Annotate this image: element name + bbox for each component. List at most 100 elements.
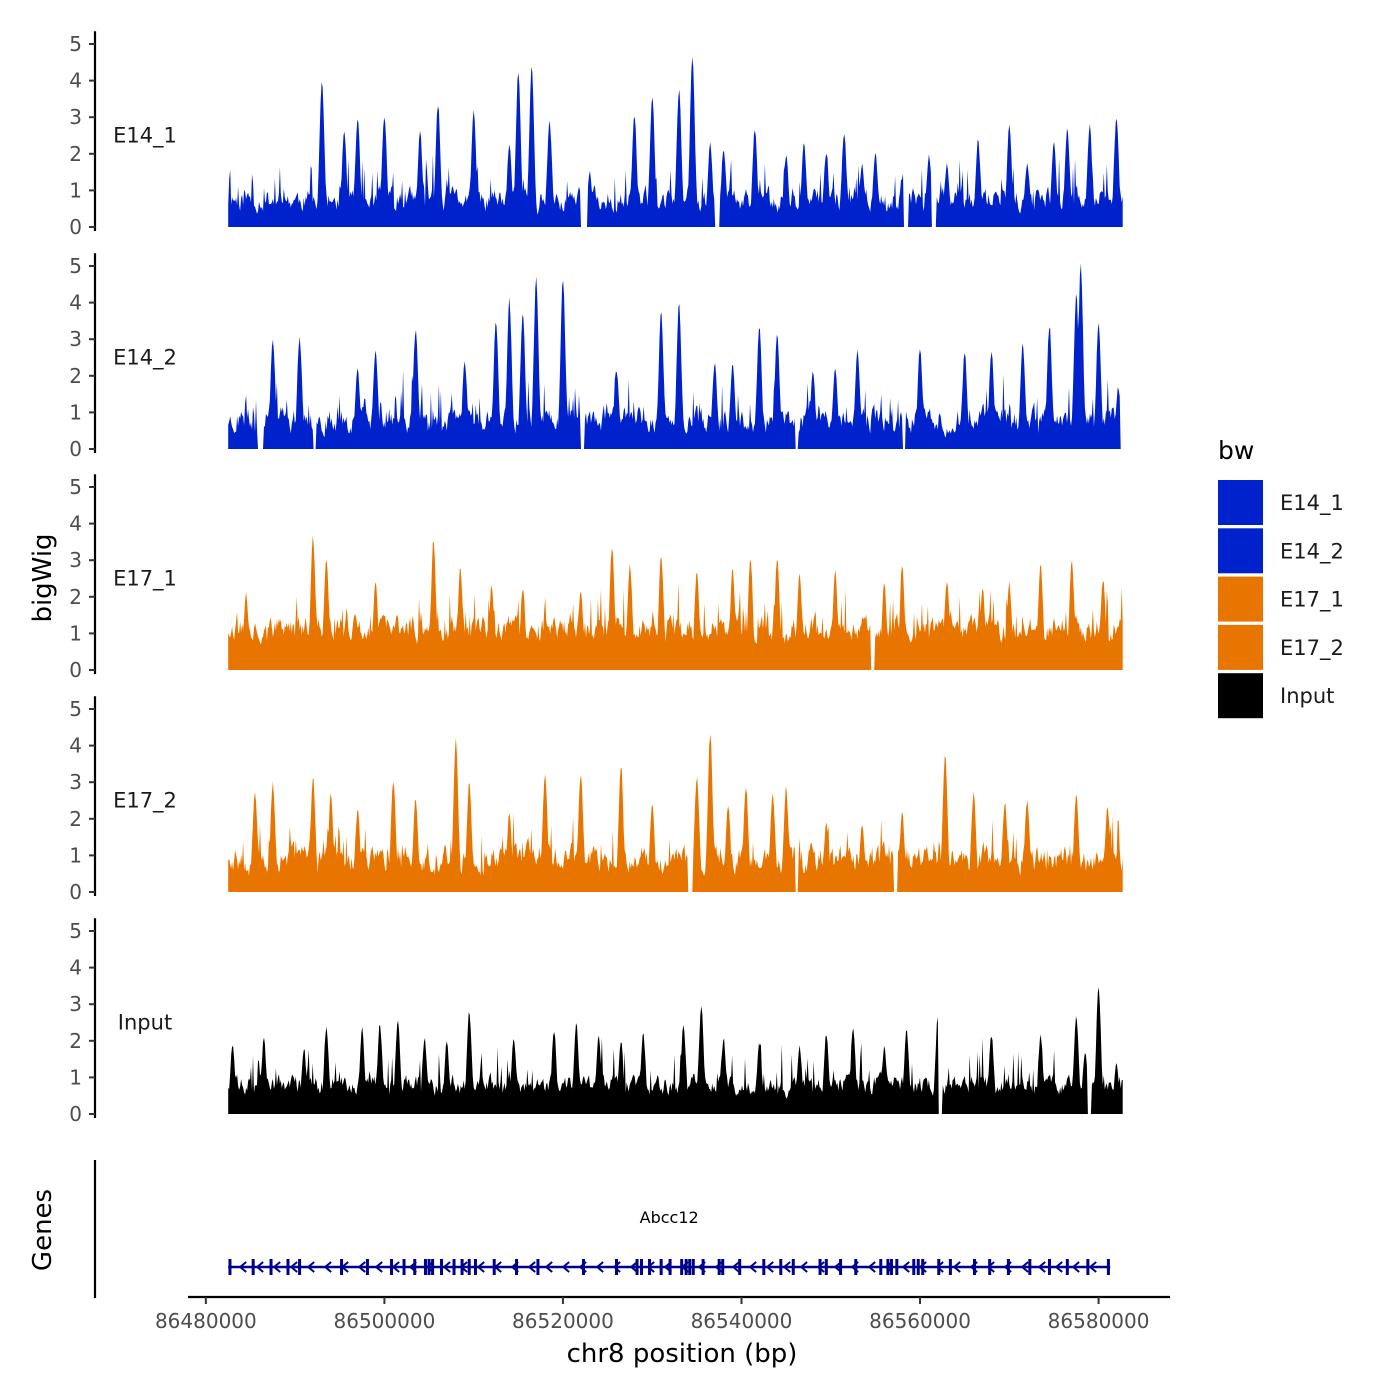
track-y-tick-label: 5 [69,697,82,721]
gene-strand-arrow [782,1261,791,1273]
track-y-tick-label: 1 [69,621,82,645]
track-y-tick-label: 0 [69,1102,82,1126]
track-y-tick-label: 2 [69,585,82,609]
gene-exon [1006,1259,1010,1275]
gene-exon [492,1259,496,1275]
gene-exon [916,1259,920,1275]
x-axis: 86480000 86500000 86520000 86540000 86560000… [155,1295,1170,1333]
gene-exon [668,1259,672,1275]
track-area-E17_2 [228,734,1123,892]
track-y-tick-label: 4 [69,69,82,93]
gene-strand-arrow [442,1261,451,1273]
track-label-Input: Input [118,1011,172,1035]
track-y-tick-label: 1 [69,178,82,202]
gene-exon [680,1259,684,1275]
gene-exon [691,1259,695,1275]
gene-exon [717,1259,721,1275]
gene-exon [431,1259,435,1275]
gene-strand-arrow [1020,1261,1029,1273]
track-y-tick-label: 2 [69,807,82,831]
track-y-tick-label: 0 [69,437,82,461]
gene-exon [473,1259,477,1275]
gene-exon [1028,1259,1032,1275]
gene-exon [818,1259,822,1275]
gene-strand-arrow [731,1261,740,1273]
gene-strand-arrow [1037,1261,1046,1273]
x-tick-label: 86500000 [334,1309,436,1333]
gene-strand-arrow [901,1261,910,1273]
gene-exon [948,1259,952,1275]
gene-exon [390,1259,394,1275]
gene-strand-arrow [272,1261,281,1273]
track-Input: 0 1 2 3 4 5 Input [69,918,1123,1126]
gene-strand-arrow [799,1261,808,1273]
gene-exon [839,1259,843,1275]
gene-strand-arrow [289,1261,298,1273]
track-y-tick-label: 3 [69,548,82,572]
track-y-tick-label: 3 [69,770,82,794]
gene-exon [762,1259,766,1275]
gene-exon [635,1259,639,1275]
gene-exon [659,1259,663,1275]
gene-exon [648,1259,652,1275]
gene-strand-arrow [935,1261,944,1273]
gene-exon [879,1259,883,1275]
x-tick-label: 86480000 [155,1309,257,1333]
track-y-tick-label: 1 [69,1065,82,1089]
legend-swatch-E17_2 [1218,624,1263,670]
gene-strand-arrow [561,1261,570,1273]
x-axis-title: chr8 position (bp) [567,1339,798,1369]
legend-swatch-E14_1 [1218,480,1263,525]
track-area-E14_1 [228,56,1123,227]
gene-exon [791,1259,795,1275]
track-y-tick-label: 3 [69,327,82,351]
track-y-tick-label: 3 [69,105,82,129]
gene-exon [452,1259,456,1275]
track-area-E14_2 [228,263,1123,449]
track-y-tick-label: 1 [69,843,82,867]
track-y-tick-label: 2 [69,364,82,388]
gene-exon [921,1259,925,1275]
track-label-E14_2: E14_2 [113,346,177,371]
track-y-tick-label: 0 [69,880,82,904]
track-y-tick-label: 5 [69,919,82,943]
x-tick-label: 86540000 [691,1309,793,1333]
legend-title: bw [1218,436,1254,465]
gene-exon [269,1259,273,1275]
gene-exon [1086,1259,1090,1275]
legend-swatch-Input [1218,673,1263,719]
track-label-E14_1: E14_1 [113,124,177,149]
gene-exon [515,1259,519,1275]
track-y-tick-label: 4 [69,512,82,536]
gene-strand-arrow [1071,1261,1080,1273]
gene-strand-arrow [748,1261,757,1273]
gene-strand-arrow [816,1261,825,1273]
legend-label-E17_2: E17_2 [1280,636,1344,661]
gene-exon [854,1259,858,1275]
track-label-E17_2: E17_2 [113,789,177,814]
track-area-Input [228,987,1123,1114]
track-E17_1: 0 1 2 3 4 5 E17_1 [69,474,1123,682]
gene-exon [228,1259,232,1275]
gene-strand-arrow [476,1261,485,1273]
gene-exon [937,1259,941,1275]
gene-strand-arrow [612,1261,621,1273]
gene-exon [460,1259,464,1275]
gene-exon [912,1259,916,1275]
gene-exon [581,1259,585,1275]
gene-strand-arrow [527,1261,536,1273]
gene-strand-arrow [629,1261,638,1273]
gene-strand-arrow [391,1261,400,1273]
track-E14_1: 0 1 2 3 4 5 E14_1 [69,31,1123,239]
gene-strand-arrow [306,1261,315,1273]
track-y-tick-label: 4 [69,734,82,758]
gene-exon [1106,1259,1110,1275]
gene-exon [251,1259,255,1275]
gene-exon [701,1259,705,1275]
gene-strand-arrow [1088,1261,1097,1273]
gene-strand-arrow [255,1261,264,1273]
track-y-tick-label: 0 [69,658,82,682]
legend-swatch-E14_2 [1218,528,1263,574]
gene-exon [298,1259,302,1275]
gene-exon [467,1259,471,1275]
